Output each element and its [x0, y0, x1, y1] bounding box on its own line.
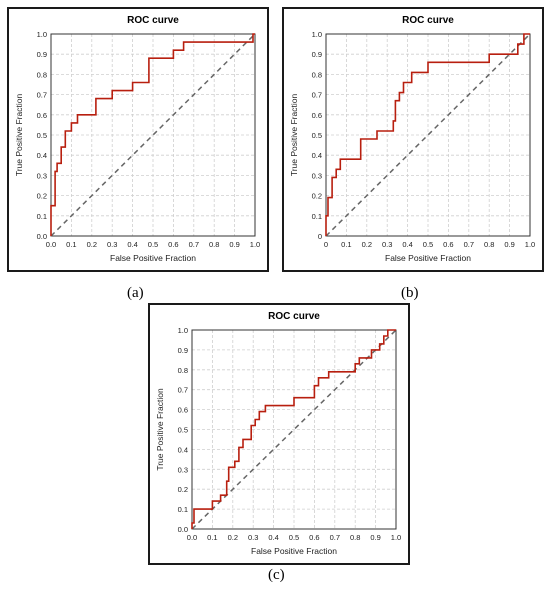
- x-tick-label: 0.8: [350, 533, 360, 542]
- x-tick-label: 0.6: [443, 240, 453, 249]
- y-tick-label: 1.0: [37, 30, 47, 39]
- y-tick-label: 0.3: [178, 465, 188, 474]
- x-tick-label: 0.1: [66, 240, 76, 249]
- y-tick-label: 0.3: [37, 171, 47, 180]
- y-tick-label: 0.3: [312, 171, 322, 180]
- y-tick-label: 1.0: [178, 326, 188, 335]
- x-tick-label: 0.4: [402, 240, 412, 249]
- roc-curve-line: [191, 329, 396, 529]
- caption-b: (b): [401, 285, 419, 301]
- y-tick-label: 0.7: [312, 91, 322, 100]
- x-tick-label: 0: [324, 240, 328, 249]
- x-tick-label: 0.2: [87, 240, 97, 249]
- chart-title: ROC curve: [268, 311, 320, 322]
- x-axis-label: False Positive Fraction: [385, 253, 471, 263]
- y-tick-label: 0.6: [178, 406, 188, 415]
- y-tick-label: 0.4: [178, 445, 188, 454]
- x-tick-label: 0.8: [209, 240, 219, 249]
- x-tick-label: 0.8: [484, 240, 494, 249]
- y-tick-label: 0.6: [312, 111, 322, 120]
- diagonal-reference-line: [50, 33, 256, 237]
- x-tick-label: 0.9: [229, 240, 239, 249]
- plot-frame: [325, 33, 531, 237]
- x-tick-label: 0.1: [207, 533, 217, 542]
- roc-chart-svg-a: ROC curve 0.00.0 0.1 0.1 0.2 0.2 0.3 0.3 0.4 0.4 0…: [14, 15, 260, 263]
- roc-curve-line: [325, 33, 530, 236]
- y-tick-label: 0.9: [37, 50, 47, 59]
- roc-chart-svg-b: ROC curve 00 0.1 0.1 0.2 0.2 0.3 0.3 0.4 0.4 0.5 0.…: [289, 15, 535, 263]
- x-tick-label: 0.5: [423, 240, 433, 249]
- y-tick-label: 0.1: [178, 505, 188, 514]
- y-tick-label: 0.2: [37, 192, 47, 201]
- x-tick-label: 0.6: [309, 533, 319, 542]
- y-tick-label: 0.1: [37, 212, 47, 221]
- x-tick-label: 1.0: [391, 533, 401, 542]
- chart-title: ROC curve: [127, 15, 179, 26]
- x-tick-label: 0.1: [341, 240, 351, 249]
- x-axis-label: False Positive Fraction: [251, 546, 337, 556]
- y-tick-label: 0.2: [178, 485, 188, 494]
- plot-frame: [191, 329, 397, 530]
- x-tick-label: 0.4: [268, 533, 278, 542]
- y-tick-label: 0.0: [37, 232, 47, 241]
- y-tick-label: 0.4: [37, 151, 47, 160]
- x-tick-label: 0.7: [464, 240, 474, 249]
- x-tick-label: 0.2: [228, 533, 238, 542]
- y-tick-label: 0.1: [312, 212, 322, 221]
- y-tick-label: 0.2: [312, 192, 322, 201]
- caption-c: (c): [268, 567, 285, 583]
- x-tick-label: 0.2: [362, 240, 372, 249]
- y-axis-label: True Positive Fraction: [289, 94, 299, 177]
- y-tick-label: 0.8: [312, 70, 322, 79]
- roc-chart-svg-c: ROC curve 0.00.0 0.1 0.1 0.2 0.2 0.3 0.3 0.4 0.4 0…: [155, 311, 401, 556]
- y-tick-label: 0.0: [178, 525, 188, 534]
- diagonal-reference-line: [325, 33, 531, 237]
- x-axis-label: False Positive Fraction: [110, 253, 196, 263]
- y-tick-label: 0.7: [178, 386, 188, 395]
- y-tick-label: 0.4: [312, 151, 322, 160]
- x-tick-label: 0.3: [248, 533, 258, 542]
- roc-chart-panel-a: ROC curve 0.0 0.0 0.1 0.1 0.2 0.2 0.3 0.3 0.4 0.4 0…: [7, 7, 269, 272]
- y-tick-label: 1.0: [312, 30, 322, 39]
- y-tick-label: 0.7: [37, 91, 47, 100]
- x-tick-label: 0.3: [382, 240, 392, 249]
- x-tick-label: 1.0: [250, 240, 260, 249]
- y-tick-label: 0.5: [312, 131, 322, 140]
- y-tick-label: 0.8: [37, 70, 47, 79]
- x-tick-label: 0.0: [46, 240, 56, 249]
- y-axis-label: True Positive Fraction: [155, 388, 165, 471]
- caption-a: (a): [127, 285, 144, 301]
- roc-curve-line: [50, 33, 255, 236]
- y-tick-label: 0.5: [178, 426, 188, 435]
- chart-title: ROC curve: [402, 15, 454, 26]
- x-tick-label: 0.4: [127, 240, 137, 249]
- x-tick-label: 0.5: [148, 240, 158, 249]
- y-tick-label: 0: [318, 232, 322, 241]
- y-tick-label: 0.9: [178, 346, 188, 355]
- plot-frame: [50, 33, 256, 237]
- x-tick-label: 0.7: [189, 240, 199, 249]
- roc-chart-panel-c: ROC curve 0.0 0.0 0.1 0.1 0.2 0.2 0.3 0.3 0.4 0.4 0…: [148, 303, 410, 565]
- roc-chart-panel-b: ROC curve 0 0 0.1 0.1 0.2 0.2 0.3 0.3 0.4 0.4 0.5 0.…: [282, 7, 544, 272]
- y-tick-label: 0.8: [178, 366, 188, 375]
- y-axis-label: True Positive Fraction: [14, 94, 24, 177]
- x-tick-label: 0.7: [330, 533, 340, 542]
- y-tick-label: 0.9: [312, 50, 322, 59]
- x-tick-label: 0.9: [504, 240, 514, 249]
- x-tick-label: 0.5: [289, 533, 299, 542]
- x-tick-label: 0.9: [370, 533, 380, 542]
- x-tick-label: 0.0: [187, 533, 197, 542]
- x-tick-label: 0.6: [168, 240, 178, 249]
- x-tick-label: 1.0: [525, 240, 535, 249]
- y-tick-label: 0.5: [37, 131, 47, 140]
- x-tick-label: 0.3: [107, 240, 117, 249]
- y-tick-label: 0.6: [37, 111, 47, 120]
